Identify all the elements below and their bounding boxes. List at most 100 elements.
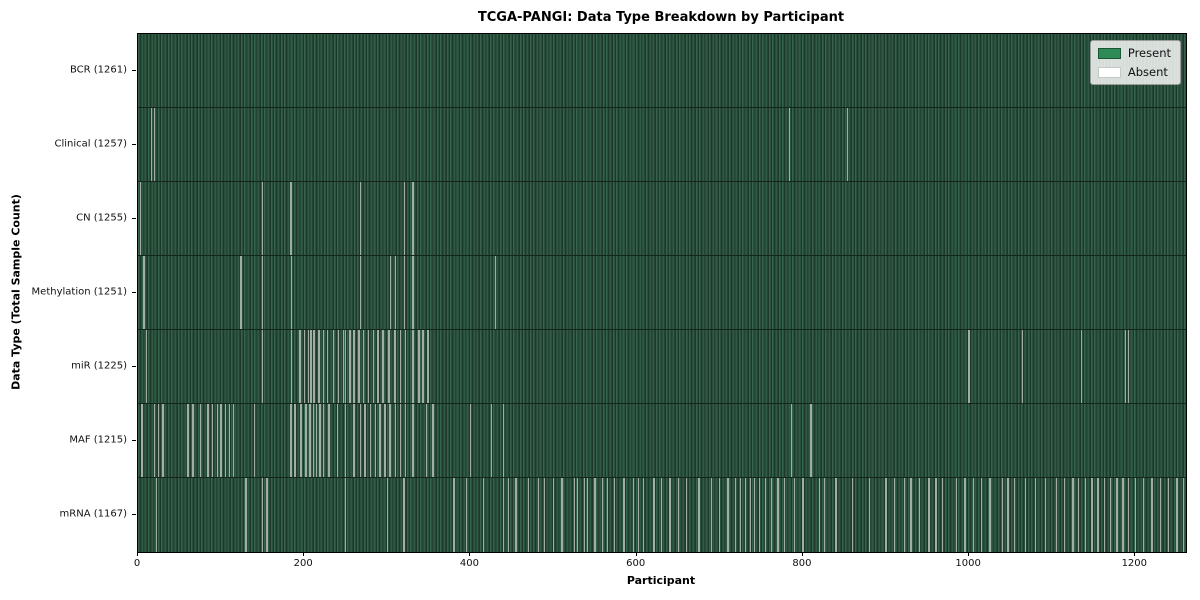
absent-gap bbox=[1063, 478, 1066, 552]
absent-gap bbox=[360, 182, 362, 255]
absent-gap bbox=[207, 404, 209, 477]
absent-gap bbox=[903, 478, 905, 552]
absent-gap bbox=[224, 404, 226, 477]
x-tick-label: 0 bbox=[133, 558, 141, 569]
y-tick-label: Clinical (1257) bbox=[54, 138, 128, 150]
absent-gap bbox=[313, 330, 315, 403]
absent-gap bbox=[1080, 330, 1082, 403]
x-tick-mark bbox=[469, 552, 471, 556]
absent-gap bbox=[573, 478, 575, 552]
absent-gap bbox=[384, 404, 386, 477]
absent-gap bbox=[261, 182, 264, 255]
absent-gap bbox=[783, 478, 786, 552]
x-tick-label: 600 bbox=[626, 558, 646, 569]
x-tick-mark bbox=[1134, 552, 1136, 556]
absent-gap bbox=[427, 330, 429, 403]
absent-gap bbox=[632, 478, 635, 552]
legend: Present Absent bbox=[1089, 40, 1181, 85]
absent-gap bbox=[490, 404, 492, 477]
legend-entry: Present bbox=[1097, 46, 1171, 60]
y-tick-label: Methylation (1251) bbox=[31, 286, 127, 298]
absent-gap bbox=[220, 404, 222, 477]
absent-gap bbox=[1127, 330, 1130, 403]
absent-gap bbox=[332, 330, 334, 403]
heatmap-row-bcr bbox=[138, 34, 1186, 108]
absent-gap bbox=[734, 478, 737, 552]
absent-gap bbox=[310, 330, 312, 403]
x-tick-label: 400 bbox=[459, 558, 479, 569]
absent-gap bbox=[1176, 478, 1178, 552]
absent-gap bbox=[294, 404, 296, 477]
absent-gap bbox=[266, 478, 268, 552]
absent-gap bbox=[192, 404, 194, 477]
absent-gap bbox=[422, 330, 424, 403]
heatmap-row-methylation bbox=[138, 256, 1186, 330]
y-tick-label: CN (1255) bbox=[76, 212, 127, 224]
absent-gap bbox=[336, 404, 339, 477]
absent-gap bbox=[1103, 478, 1106, 552]
absent-gap bbox=[150, 108, 152, 181]
absent-gap bbox=[777, 478, 779, 552]
absent-gap bbox=[303, 330, 305, 403]
absent-gap bbox=[412, 182, 414, 255]
absent-gap bbox=[623, 478, 625, 552]
absent-gap bbox=[143, 256, 145, 329]
absent-gap bbox=[941, 478, 944, 552]
y-axis-label: Data Type (Total Sample Count) bbox=[9, 194, 23, 390]
absent-gap bbox=[537, 478, 540, 552]
chart-title: TCGA-PANGI: Data Type Breakdown by Parti… bbox=[477, 10, 845, 25]
absent-gap bbox=[404, 330, 407, 403]
absent-gap bbox=[362, 330, 364, 403]
absent-gap bbox=[394, 404, 397, 477]
y-tick-mark bbox=[132, 69, 136, 71]
absent-gap bbox=[818, 478, 821, 552]
heatmap-row-mrna bbox=[138, 478, 1186, 552]
x-tick-label: 1200 bbox=[1121, 558, 1148, 569]
x-tick-mark bbox=[303, 552, 305, 556]
absent-gap bbox=[358, 330, 360, 403]
absent-gap bbox=[1044, 478, 1047, 552]
absent-gap bbox=[307, 330, 310, 403]
absent-gap bbox=[802, 478, 804, 552]
absent-gap bbox=[315, 404, 318, 477]
absent-gap bbox=[739, 478, 742, 552]
absent-gap bbox=[793, 478, 796, 552]
absent-gap bbox=[394, 330, 396, 403]
absent-gap bbox=[885, 478, 887, 552]
y-tick-mark bbox=[132, 291, 136, 293]
absent-gap bbox=[232, 404, 235, 477]
absent-gap bbox=[601, 478, 604, 552]
absent-gap bbox=[1014, 478, 1016, 552]
absent-gap bbox=[412, 330, 414, 403]
absent-gap bbox=[955, 478, 958, 552]
absent-gap bbox=[345, 478, 347, 552]
absent-gap bbox=[918, 478, 920, 552]
absent-gap bbox=[1142, 478, 1145, 552]
absent-gap bbox=[710, 478, 713, 552]
absent-gap bbox=[749, 478, 752, 552]
absent-gap bbox=[465, 478, 467, 552]
absent-gap bbox=[217, 404, 219, 477]
absent-gap bbox=[576, 478, 579, 552]
absent-gap bbox=[1116, 478, 1118, 552]
x-axis-label: Participant bbox=[626, 574, 696, 587]
absent-gap bbox=[370, 404, 372, 477]
absent-gap bbox=[1182, 478, 1185, 552]
absent-gap bbox=[353, 330, 355, 403]
absent-gap bbox=[1001, 478, 1004, 552]
x-tick-mark bbox=[635, 552, 637, 556]
absent-gap bbox=[291, 330, 293, 403]
absent-gap bbox=[823, 478, 826, 552]
absent-gap bbox=[425, 404, 428, 477]
absent-gap bbox=[1078, 478, 1080, 552]
absent-gap bbox=[261, 478, 264, 552]
absent-gap bbox=[399, 404, 402, 477]
absent-gap bbox=[669, 478, 671, 552]
y-tick-mark bbox=[132, 513, 136, 515]
absent-gap bbox=[349, 330, 351, 403]
y-tick-label: miR (1225) bbox=[71, 360, 127, 372]
absent-gap bbox=[980, 478, 983, 552]
absent-gap bbox=[810, 404, 812, 477]
absent-gap bbox=[312, 404, 315, 477]
absent-gap bbox=[322, 404, 325, 477]
